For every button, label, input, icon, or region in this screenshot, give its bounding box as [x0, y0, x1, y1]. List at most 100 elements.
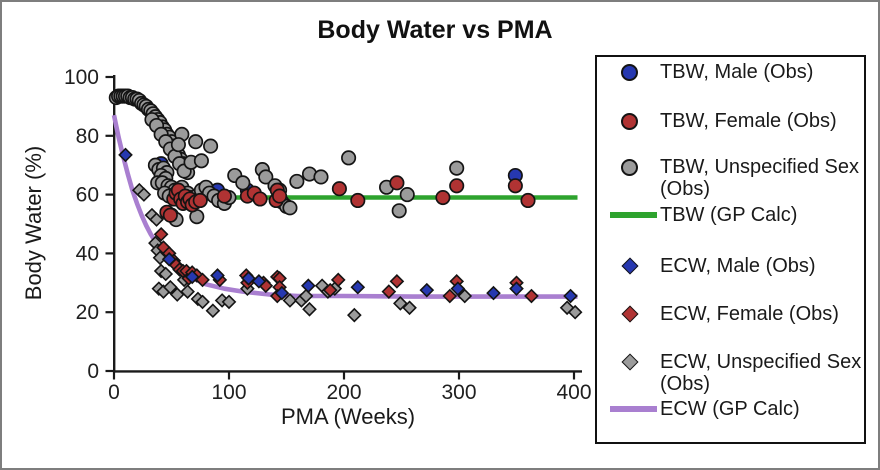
data-point-diamond-blue — [350, 279, 366, 295]
data-point-diamond-gray — [567, 304, 583, 320]
legend-circle-icon — [597, 156, 660, 178]
data-point-circle-gray — [235, 175, 251, 191]
legend-item: ECW, Male (Obs) — [597, 255, 864, 277]
y-tick-label: 20 — [76, 301, 99, 324]
data-point-diamond-blue — [563, 288, 578, 304]
data-point-diamond-blue — [161, 251, 177, 267]
legend-circle-icon — [597, 110, 660, 132]
legend-item: TBW, Male (Obs) — [597, 61, 864, 83]
data-point-diamond-gray — [282, 293, 298, 308]
data-point-diamond-red — [524, 288, 539, 304]
x-tick-label: 100 — [211, 381, 246, 404]
data-point-circle-gray — [289, 173, 305, 189]
legend-item: TBW (GP Calc) — [597, 204, 864, 226]
data-point-circle-red — [162, 207, 178, 223]
data-point-diamond-blue — [486, 285, 501, 301]
data-point-diamond-red — [330, 272, 346, 288]
legend-label: ECW (GP Calc) — [660, 398, 800, 420]
legend-diamond-icon — [597, 303, 660, 325]
diamond-glyph — [621, 305, 639, 323]
data-point-diamond-gray — [195, 294, 210, 310]
legend-circle-icon — [597, 61, 660, 83]
data-point-circle-gray — [313, 169, 329, 185]
circle-glyph — [621, 112, 638, 130]
data-point-circle-red — [435, 189, 451, 206]
data-point-diamond-red — [322, 282, 338, 298]
x-tick-label: 200 — [326, 381, 361, 404]
x-axis-label: PMA (Weeks) — [280, 404, 416, 429]
diamond-glyph — [621, 353, 639, 371]
legend-label: TBW, Male (Obs) — [660, 61, 814, 83]
data-point-circle-gray — [193, 153, 209, 169]
data-point-circle-gray — [258, 169, 274, 185]
data-point-circle-red — [272, 188, 288, 204]
circle-glyph — [621, 63, 638, 81]
y-tick-label: 0 — [87, 360, 99, 383]
data-point-diamond-gray — [163, 279, 178, 295]
legend-line-swatch — [597, 398, 660, 420]
data-point-diamond-blue — [509, 281, 524, 297]
data-point-diamond-gray — [136, 187, 152, 202]
data-point-diamond-gray — [298, 288, 314, 304]
legend-label: ECW, Unspecified Sex (Obs) — [660, 351, 862, 395]
x-tick-label: 300 — [441, 381, 476, 404]
legend: TBW, Male (Obs) TBW, Female (Obs) TBW, Uns… — [595, 55, 866, 444]
data-point-diamond-blue — [241, 271, 256, 286]
data-point-diamond-blue — [274, 285, 290, 301]
data-point-diamond-gray — [559, 300, 575, 316]
data-point-diamond-gray — [393, 296, 408, 311]
data-point-diamond-blue — [118, 147, 133, 163]
data-point-diamond-gray — [158, 266, 174, 282]
data-point-diamond-gray — [402, 300, 417, 316]
legend-label: TBW (GP Calc) — [660, 204, 798, 226]
data-point-diamond-red — [389, 273, 405, 289]
data-point-diamond-gray — [149, 212, 164, 227]
data-point-circle-gray — [188, 134, 204, 150]
legend-label: TBW, Unspecified Sex (Obs) — [660, 156, 859, 200]
legend-label: ECW, Male (Obs) — [660, 255, 816, 277]
data-point-circle-red — [252, 191, 268, 207]
data-point-circle-red — [192, 192, 208, 209]
data-point-circle-red — [331, 181, 347, 197]
y-tick-label: 100 — [64, 66, 99, 89]
legend-item: TBW, Unspecified Sex (Obs) — [597, 156, 864, 200]
data-point-diamond-blue — [210, 268, 225, 283]
legend-label: TBW, Female (Obs) — [660, 110, 837, 132]
data-point-diamond-blue — [419, 282, 435, 298]
diamond-glyph — [621, 257, 639, 275]
legend-item: ECW (GP Calc) — [597, 398, 864, 420]
data-point-diamond-gray — [180, 284, 195, 299]
data-point-circle-red — [507, 178, 523, 194]
legend-item: ECW, Female (Obs) — [597, 303, 864, 325]
data-point-circle-gray — [203, 138, 219, 154]
data-point-circle-gray — [170, 137, 186, 153]
data-point-circle-gray — [282, 200, 298, 216]
data-point-diamond-blue — [301, 278, 316, 294]
y-tick-label: 80 — [76, 125, 99, 148]
data-point-circle-red — [449, 178, 465, 194]
line-glyph — [610, 406, 657, 412]
data-point-circle-gray — [449, 160, 465, 176]
legend-label: ECW, Female (Obs) — [660, 303, 839, 325]
data-point-circle-gray — [341, 150, 357, 166]
data-point-circle-red — [216, 188, 232, 204]
legend-item: ECW, Unspecified Sex (Obs) — [597, 351, 864, 395]
data-point-diamond-gray — [152, 250, 168, 266]
line-glyph — [610, 212, 657, 218]
chart-title: Body Water vs PMA — [317, 16, 553, 44]
y-tick-label: 40 — [76, 242, 99, 265]
y-tick-label: 60 — [76, 184, 99, 207]
legend-diamond-icon — [597, 351, 660, 373]
data-point-circle-gray — [391, 203, 407, 219]
x-tick-label: 400 — [556, 381, 591, 404]
data-point-diamond-blue — [450, 281, 466, 297]
legend-diamond-icon — [597, 255, 660, 277]
legend-item: TBW, Female (Obs) — [597, 110, 864, 132]
data-point-circle-gray — [399, 187, 415, 203]
data-point-circle-red — [389, 175, 405, 191]
data-point-diamond-red — [381, 284, 397, 299]
data-point-diamond-gray — [457, 288, 473, 304]
data-point-diamond-gray — [302, 301, 317, 317]
